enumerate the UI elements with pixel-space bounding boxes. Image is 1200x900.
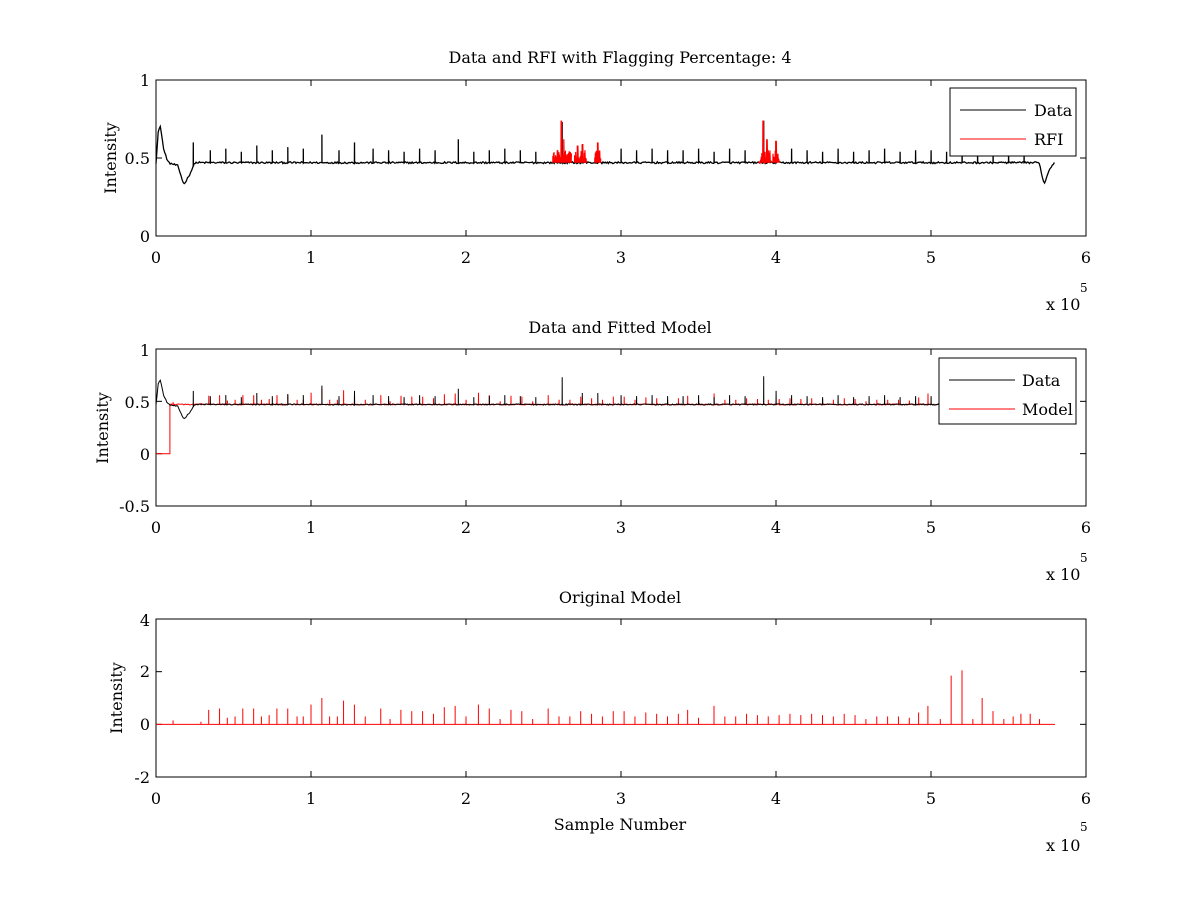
legend-label: RFI: [1034, 130, 1063, 149]
x-axis-label: Sample Number: [554, 815, 687, 834]
x-tick-label: 6: [1081, 789, 1091, 808]
y-tick-label: 0.5: [125, 149, 150, 168]
x-tick-labels: 0 1 2 3 4 5 6: [151, 518, 1091, 537]
x-tick-label: 4: [771, 518, 781, 537]
panel-title: Data and Fitted Model: [528, 318, 711, 337]
rfi-series-cluster: [552, 120, 572, 163]
plot-layer: Data RFI Data Model: [155, 79, 1087, 778]
axes-panel-2: [155, 618, 1087, 778]
legend-label: Data: [1022, 371, 1061, 390]
x-tick-label: 0: [151, 248, 161, 267]
panel-original-model: Original Model Intensity 0 1 2 3 4 5 6 -…: [107, 588, 1091, 855]
legend-box: [949, 87, 1077, 157]
x-multiplier: x 10: [1046, 295, 1080, 314]
x-tick-label: 5: [926, 248, 936, 267]
x-multiplier-exponent: 5: [1080, 281, 1088, 295]
axes-frame: [155, 618, 1087, 778]
legend: Data Model: [938, 357, 1077, 425]
y-tick-label: -2: [134, 768, 150, 787]
legend: Data RFI: [949, 87, 1077, 157]
data-series-line: [155, 120, 1055, 185]
y-tick-label: 2: [140, 662, 150, 681]
x-tick-label: 6: [1081, 518, 1091, 537]
y-tick-label: 1: [140, 71, 150, 90]
x-tick-label: 3: [616, 518, 626, 537]
x-tick-label: 3: [616, 248, 626, 267]
panel-rfi-flagging: Data and RFI with Flagging Percentage: 4…: [101, 48, 1091, 314]
y-tick-label: 0.5: [125, 393, 150, 412]
x-tick-label: 1: [306, 789, 316, 808]
x-tick-label: 6: [1081, 248, 1091, 267]
x-multiplier-exponent: 5: [1080, 820, 1088, 834]
x-tick-label: 0: [151, 789, 161, 808]
x-multiplier-exponent: 5: [1080, 551, 1088, 565]
x-multiplier: x 10: [1046, 565, 1080, 584]
x-tick-label: 2: [461, 789, 471, 808]
y-axis-label: Intensity: [107, 662, 126, 734]
model-series-line: [156, 385, 1055, 455]
y-tick-label: 1: [140, 341, 150, 360]
x-tick-label: 4: [771, 789, 781, 808]
panel-title: Original Model: [559, 588, 681, 607]
x-tick-label: 5: [926, 789, 936, 808]
legend-label: Model: [1022, 400, 1073, 419]
x-tick-labels: 0 1 2 3 4 5 6: [151, 789, 1091, 808]
y-tick-label: 0: [140, 715, 150, 734]
y-tick-label: 0: [140, 227, 150, 246]
x-tick-label: 3: [616, 789, 626, 808]
rfi-series-cluster: [772, 140, 780, 163]
y-tick-labels: -2 0 2 4: [134, 611, 150, 787]
y-axis-label: Intensity: [93, 392, 112, 464]
x-tick-label: 0: [151, 518, 161, 537]
rfi-series-cluster: [573, 143, 588, 163]
x-tick-label: 5: [926, 518, 936, 537]
y-axis-label: Intensity: [101, 122, 120, 194]
x-tick-label: 4: [771, 248, 781, 267]
x-tick-label: 1: [306, 248, 316, 267]
x-tick-labels: 0 1 2 3 4 5 6: [151, 248, 1091, 267]
y-tick-labels: 0 0.5 1: [125, 71, 150, 246]
y-tick-label: 4: [140, 611, 150, 630]
rfi-series-cluster: [594, 142, 602, 163]
panel-fitted-model: Data and Fitted Model Intensity 0 1 2 3 …: [93, 318, 1091, 584]
y-tick-labels: -0.5 0 0.5 1: [119, 341, 150, 516]
x-tick-label: 2: [461, 248, 471, 267]
rfi-series-cluster: [758, 120, 772, 165]
x-tick-label: 1: [306, 518, 316, 537]
data-series-line: [155, 376, 1055, 420]
y-tick-label: 0: [140, 445, 150, 464]
x-tick-label: 2: [461, 518, 471, 537]
axes-panel-1: [155, 348, 1087, 507]
legend-label: Data: [1034, 101, 1073, 120]
x-multiplier: x 10: [1046, 836, 1080, 855]
panel-title: Data and RFI with Flagging Percentage: 4: [448, 48, 791, 67]
y-tick-label: -0.5: [119, 497, 150, 516]
legend-box: [938, 357, 1077, 425]
